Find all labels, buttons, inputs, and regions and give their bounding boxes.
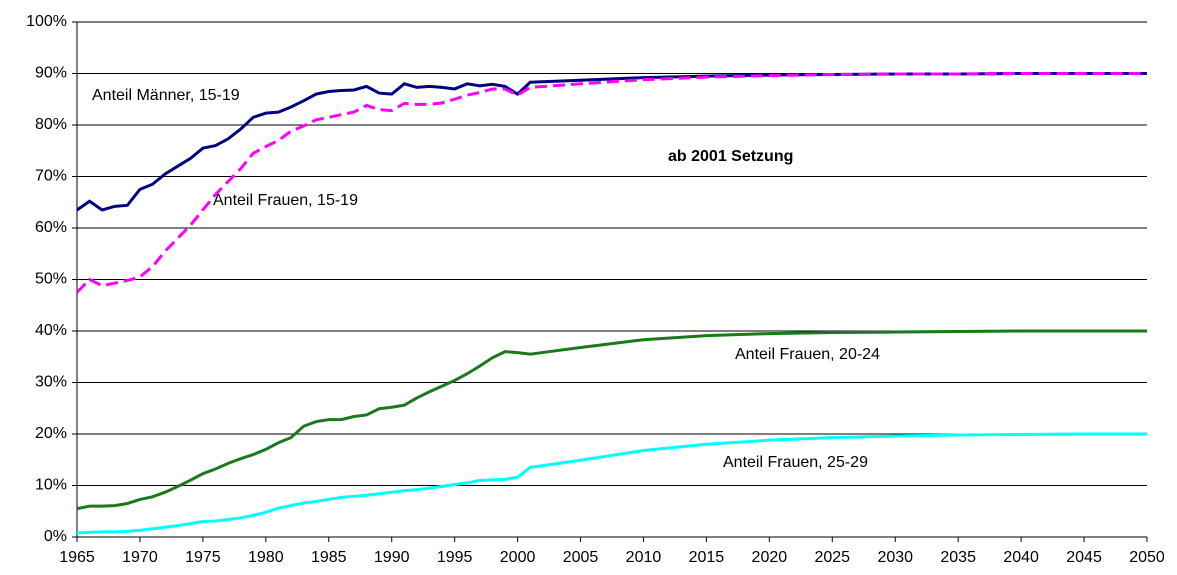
x-tick-label: 2005	[563, 549, 599, 566]
series-label: Anteil Frauen, 25-29	[723, 454, 868, 471]
x-tick-label: 2025	[814, 549, 850, 566]
x-tick-label: 1980	[248, 549, 284, 566]
x-tick-label: 2045	[1066, 549, 1102, 566]
y-tick-label: 100%	[26, 13, 67, 30]
x-tick-label: 2000	[500, 549, 536, 566]
y-tick-label: 50%	[35, 271, 67, 288]
series-line	[76, 72, 1147, 212]
x-tick-label: 2010	[626, 549, 662, 566]
series-label: Anteil Frauen, 15-19	[213, 192, 358, 209]
x-tick-label: 2040	[1003, 549, 1039, 566]
x-tick-label: 1975	[185, 549, 221, 566]
x-tick-label: 1990	[374, 549, 410, 566]
series-line	[76, 329, 1147, 511]
series-label: Anteil Männer, 15-19	[92, 87, 240, 104]
y-tick-label: 10%	[35, 477, 67, 494]
y-tick-label: 80%	[35, 116, 67, 133]
x-tick-label: 2050	[1129, 549, 1165, 566]
x-tick-label: 1985	[311, 549, 347, 566]
y-tick-label: 90%	[35, 65, 67, 82]
x-tick-label: 2030	[877, 549, 913, 566]
series-line	[75, 72, 1147, 294]
annotation: ab 2001 Setzung	[668, 148, 793, 165]
series-line	[76, 432, 1147, 535]
y-tick-label: 30%	[35, 374, 67, 391]
x-tick-label: 2020	[752, 549, 788, 566]
y-tick-label: 20%	[35, 425, 67, 442]
y-tick-label: 60%	[35, 219, 67, 236]
x-tick-label: 2035	[940, 549, 976, 566]
x-tick-label: 1965	[59, 549, 95, 566]
y-tick-label: 40%	[35, 322, 67, 339]
x-tick-label: 1970	[122, 549, 158, 566]
x-tick-label: 1995	[437, 549, 473, 566]
y-tick-label: 0%	[44, 528, 67, 545]
x-tick-label: 2015	[689, 549, 725, 566]
y-tick-label: 70%	[35, 168, 67, 185]
series-label: Anteil Frauen, 20-24	[735, 346, 880, 363]
